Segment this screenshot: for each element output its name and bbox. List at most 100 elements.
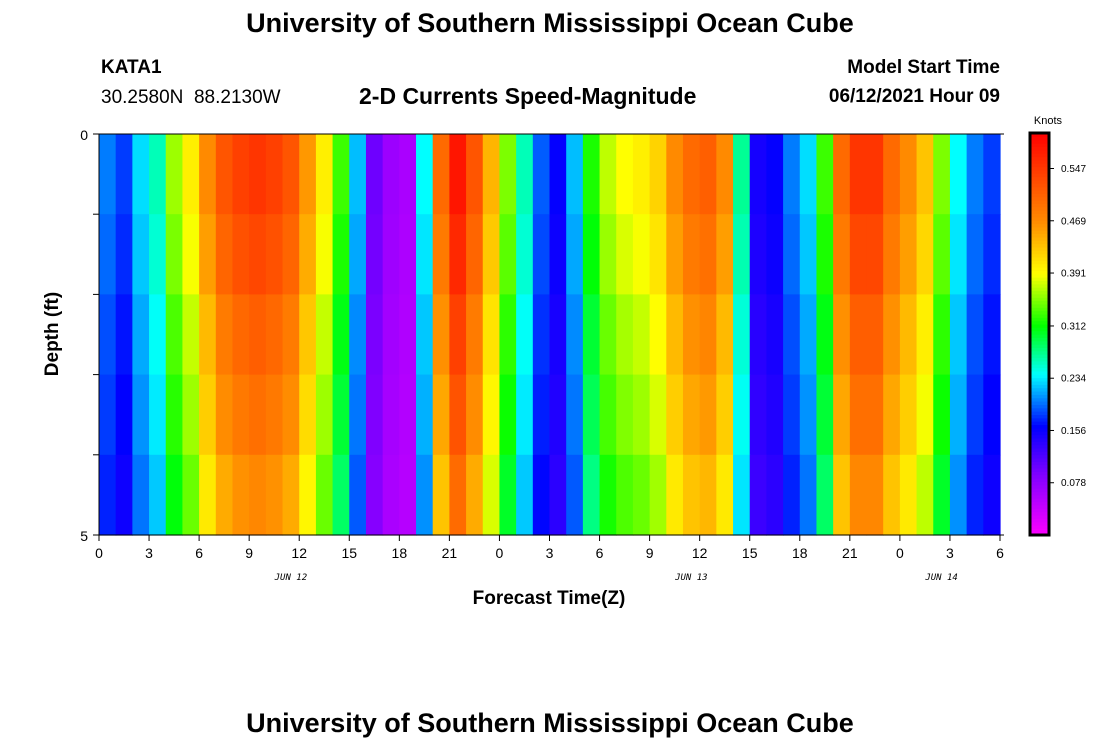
heatmap-cell (699, 134, 717, 215)
colorbar-tick-label: 0.312 (1061, 321, 1086, 332)
heatmap-cell (966, 134, 984, 215)
colorbar-segment (1030, 384, 1049, 389)
colorbar-segment (1030, 350, 1049, 355)
heatmap-cell (949, 454, 968, 536)
heatmap-cell (182, 374, 200, 456)
colorbar-unit: Knots (1034, 115, 1063, 127)
heatmap-cell (866, 454, 884, 536)
heatmap-cell (532, 214, 551, 295)
colorbar-segment (1030, 370, 1049, 375)
colorbar-segment (1030, 357, 1049, 362)
heatmap-cell (499, 134, 517, 215)
heatmap-cell (532, 134, 551, 215)
y-tick-label: 0 (80, 127, 88, 143)
colorbar-segment (1030, 173, 1049, 178)
heatmap-cell (983, 454, 1001, 536)
colorbar-segment (1030, 133, 1049, 137)
colorbar-tick-label: 0.078 (1061, 478, 1086, 489)
model-start-label: Model Start Time (847, 57, 1000, 78)
heatmap-cell (733, 134, 751, 215)
heatmap-cell (849, 134, 868, 215)
colorbar-tick-label: 0.156 (1061, 426, 1086, 437)
colorbar-segment (1030, 340, 1049, 345)
x-tick-label: 9 (245, 545, 253, 561)
heatmap-cell (766, 294, 784, 376)
heatmap-cell (399, 294, 417, 376)
heatmap-cell (883, 134, 901, 215)
heatmap-cell (649, 294, 667, 376)
heatmap-cell (215, 454, 234, 536)
colorbar-segment (1030, 303, 1049, 308)
chart-subtitle: 2-D Currents Speed-Magnitude (359, 83, 697, 109)
heatmap-cell (682, 374, 701, 456)
x-axis-title: Forecast Time(Z) (473, 588, 626, 609)
colorbar-segment (1030, 447, 1049, 452)
x-tick-label: 18 (792, 545, 808, 561)
heatmap-cell (799, 454, 818, 536)
heatmap-cell (165, 294, 184, 376)
heatmap-cell (983, 214, 1001, 295)
heatmap-cell (783, 374, 801, 456)
heatmap-cell (682, 134, 701, 215)
heatmap-cell (115, 214, 133, 295)
heatmap-cell (482, 294, 501, 376)
colorbar-segment (1030, 501, 1049, 506)
x-tick-label: 3 (145, 545, 153, 561)
colorbar-segment (1030, 374, 1049, 379)
heatmap-cell (232, 374, 250, 456)
x-tick-label: 12 (692, 545, 708, 561)
colorbar-segment (1030, 149, 1049, 154)
heatmap-cell (799, 134, 818, 215)
heatmap-cell (449, 294, 467, 376)
colorbar-segment (1030, 166, 1049, 171)
colorbar-segment (1030, 136, 1049, 141)
heatmap-cell (182, 294, 200, 376)
heatmap-cell (265, 134, 284, 215)
heatmap-cell (933, 294, 951, 376)
heatmap-cell (199, 454, 217, 536)
colorbar-segment (1030, 344, 1049, 348)
heatmap-cell (549, 454, 567, 536)
colorbar-segment (1030, 367, 1049, 372)
heatmap-cell (399, 134, 417, 215)
heatmap-cell (332, 374, 350, 456)
heatmap-cell (282, 134, 300, 215)
colorbar-segment (1030, 320, 1049, 325)
heatmap-cell (115, 294, 133, 376)
colorbar-segment (1030, 387, 1049, 392)
heatmap-cell (132, 134, 150, 215)
colorbar-segment (1030, 146, 1049, 151)
colorbar-segment (1030, 139, 1049, 144)
colorbar-segment (1030, 504, 1049, 509)
heatmap-cell (933, 214, 951, 295)
heatmap-cell (265, 374, 284, 456)
colorbar-segment (1030, 327, 1049, 332)
heatmap-cell (816, 214, 834, 295)
heatmap-cell (699, 374, 717, 456)
colorbar-segment (1030, 189, 1049, 194)
heatmap-cell (899, 454, 918, 536)
heatmap-cell (599, 134, 617, 215)
heatmap-cell (699, 294, 717, 376)
colorbar-segment (1030, 210, 1049, 214)
heatmap-cell (966, 214, 984, 295)
heatmap-cell (616, 214, 634, 295)
colorbar-segment (1030, 514, 1049, 519)
heatmap-cell (582, 294, 601, 376)
colorbar-tick-label: 0.547 (1061, 164, 1086, 175)
colorbar-segment (1030, 176, 1049, 181)
colorbar-segment (1030, 287, 1049, 292)
heatmap-cell (599, 454, 617, 536)
colorbar-segment (1030, 491, 1049, 496)
heatmap-cell (933, 134, 951, 215)
x-tick-label: 6 (996, 545, 1004, 561)
heatmap-cell (215, 134, 234, 215)
colorbar-segment (1030, 457, 1049, 462)
x-tick-label: 12 (291, 545, 307, 561)
heatmap-cell (432, 294, 450, 376)
heatmap-cell (716, 454, 734, 536)
heatmap-cell (299, 294, 317, 376)
heatmap-cell (716, 214, 734, 295)
heatmap-cell (332, 134, 350, 215)
heatmap-cell (616, 374, 634, 456)
